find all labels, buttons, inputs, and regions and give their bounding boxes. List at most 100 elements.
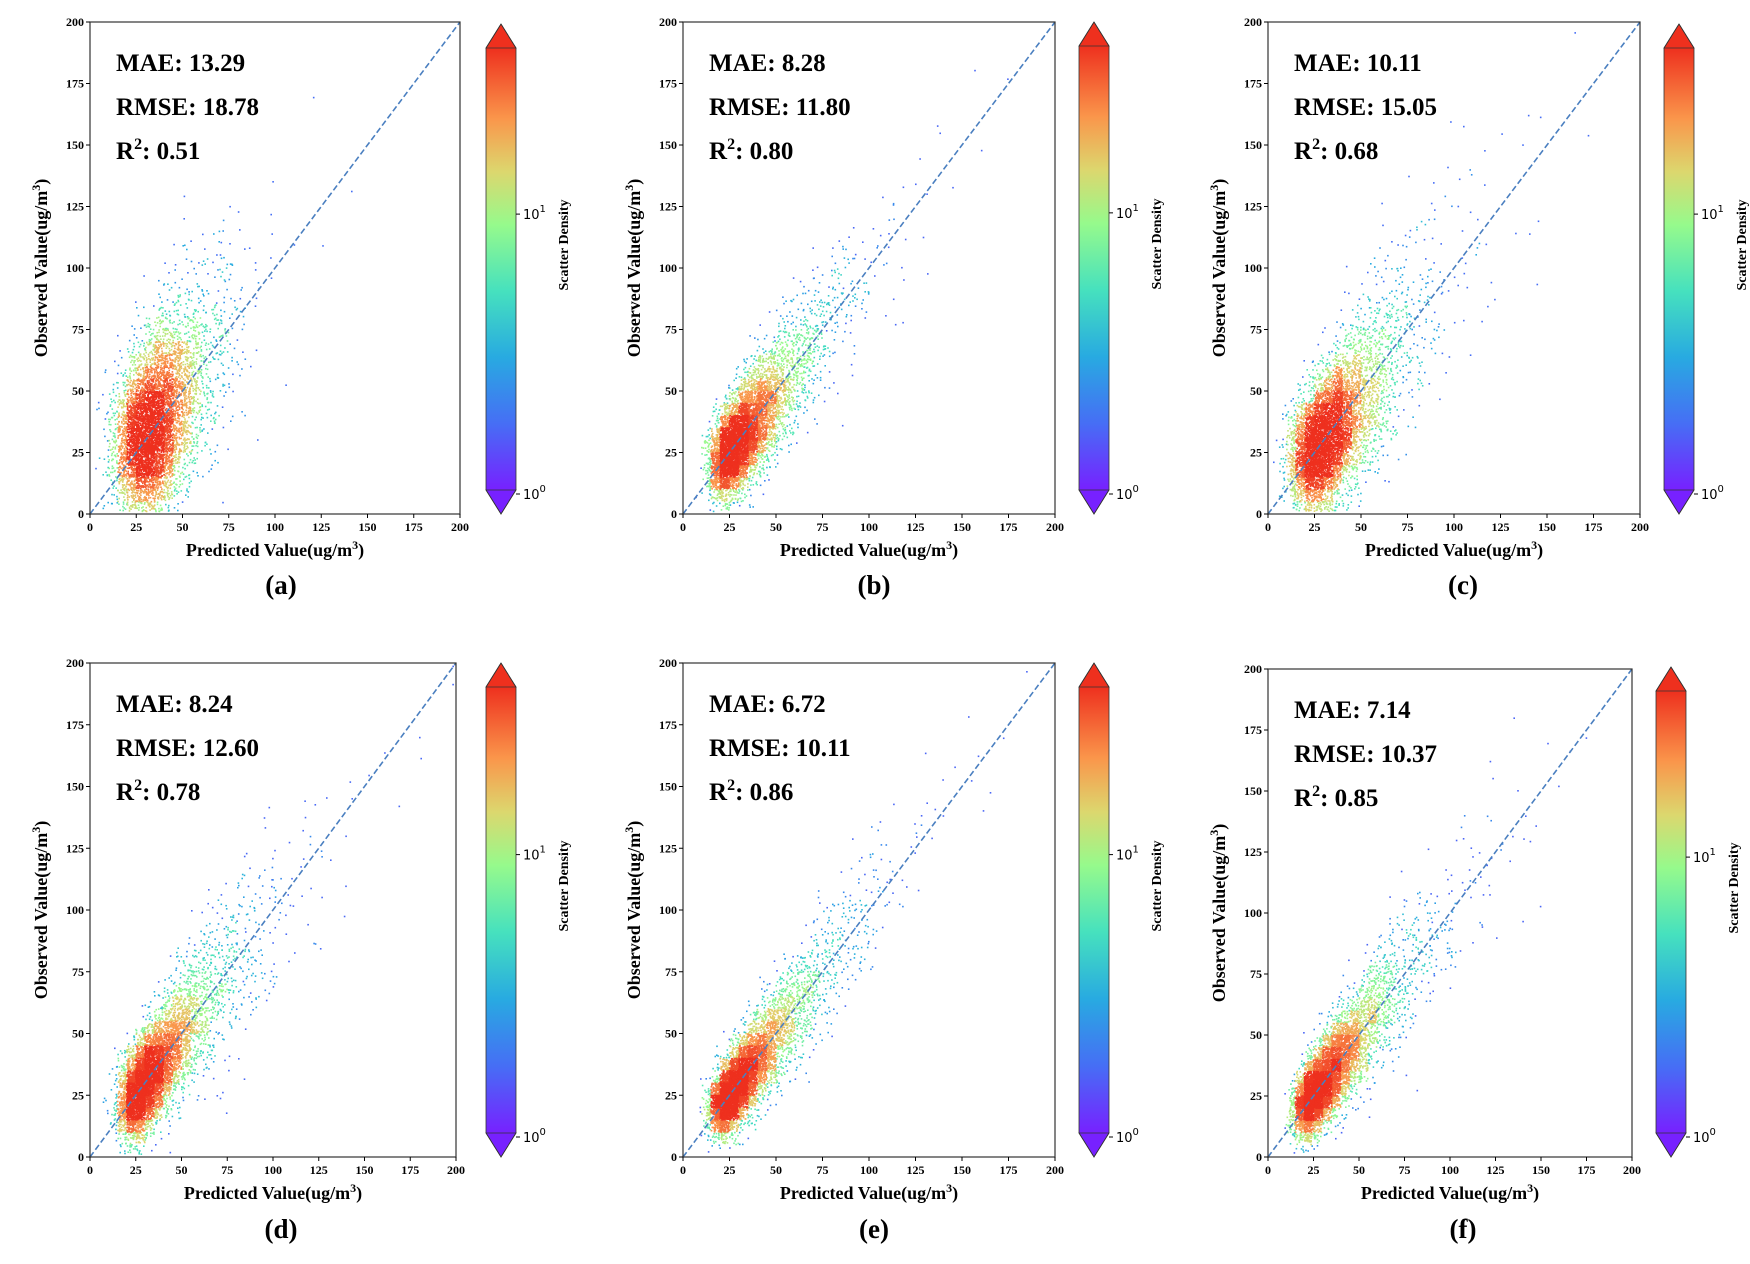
scatter-point <box>142 422 144 425</box>
scatter-point <box>107 449 110 451</box>
scatter-point <box>139 460 141 463</box>
scatter-point <box>139 412 141 415</box>
scatter-point <box>191 403 194 405</box>
scatter-point <box>122 445 124 448</box>
scatter-point <box>213 420 216 422</box>
scatter-point <box>191 410 193 412</box>
scatter-point <box>219 344 222 347</box>
scatter-point <box>126 398 129 400</box>
scatter-point <box>231 264 234 266</box>
scatter-point <box>192 390 195 392</box>
scatter-point <box>244 414 246 417</box>
scatter-point <box>124 473 127 476</box>
scatter-point <box>168 450 171 453</box>
scatter-point <box>165 461 167 464</box>
scatter-point <box>173 430 175 432</box>
scatter-point <box>205 348 208 351</box>
scatter-point <box>166 299 169 301</box>
scatter-point <box>116 418 118 420</box>
scatter-point <box>139 410 142 412</box>
scatter-point <box>166 379 168 381</box>
scatter-point <box>215 411 217 414</box>
scatter-point <box>137 462 139 465</box>
scatter-point <box>156 317 158 319</box>
scatter-point <box>174 427 177 430</box>
scatter-point <box>241 411 243 413</box>
scatter-point <box>197 475 199 477</box>
scatter-point <box>187 424 190 426</box>
scatter-point <box>158 320 161 322</box>
scatter-point <box>175 412 177 414</box>
scatter-point <box>214 358 216 360</box>
scatter-point <box>159 325 161 328</box>
scatter-point <box>225 267 228 269</box>
scatter-point <box>188 406 191 408</box>
scatter-point <box>190 397 193 400</box>
scatter-point <box>132 468 135 470</box>
scatter-point <box>173 507 176 509</box>
scatter-point <box>176 462 179 464</box>
scatter-point <box>137 351 140 354</box>
scatter-point <box>156 322 159 324</box>
scatter-point <box>110 398 112 400</box>
scatter-point <box>156 412 158 414</box>
scatter-point <box>162 465 165 467</box>
scatter-point <box>175 490 178 492</box>
scatter-point <box>174 383 177 386</box>
scatter-point <box>161 405 163 407</box>
scatter-point <box>179 480 181 482</box>
scatter-point <box>185 402 187 405</box>
scatter-point <box>163 497 166 499</box>
scatter-point <box>164 460 167 463</box>
scatter-point <box>180 427 182 430</box>
scatter-point <box>196 402 199 404</box>
scatter-point <box>192 387 194 390</box>
scatter-point <box>168 427 171 430</box>
scatter-point <box>110 471 112 474</box>
scatter-point <box>169 436 171 438</box>
scatter-point <box>195 352 198 354</box>
scatter-point <box>116 381 118 384</box>
scatter-point <box>153 484 155 487</box>
scatter-point <box>162 393 164 395</box>
scatter-point <box>171 468 174 471</box>
scatter-point <box>177 503 179 505</box>
scatter-point <box>131 351 134 354</box>
scatter-point <box>179 357 182 360</box>
scatter-point <box>174 451 177 453</box>
scatter-point <box>195 392 198 395</box>
scatter-point <box>130 385 133 387</box>
scatter-point <box>134 444 136 446</box>
scatter-point <box>130 394 133 397</box>
scatter-point <box>214 378 217 381</box>
scatter-point <box>119 509 121 511</box>
scatter-point <box>168 504 170 507</box>
scatter-point <box>164 421 167 424</box>
scatter-point <box>130 495 133 497</box>
scatter-point <box>172 327 175 330</box>
scatter-point <box>162 491 165 494</box>
scatter-point <box>351 190 353 193</box>
scatter-point <box>148 371 150 373</box>
scatter-point <box>117 382 119 384</box>
scatter-point <box>119 429 121 431</box>
scatter-point <box>178 364 181 367</box>
scatter-point <box>146 366 148 369</box>
scatter-point <box>178 436 180 439</box>
scatter-point <box>160 345 162 347</box>
scatter-point <box>175 440 178 442</box>
scatter-point <box>138 495 141 498</box>
scatter-point <box>169 382 171 384</box>
scatter-point <box>126 503 128 505</box>
scatter-point <box>141 485 144 488</box>
scatter-point <box>195 335 198 338</box>
scatter-point <box>171 322 174 324</box>
scatter-point <box>124 428 126 430</box>
scatter-point <box>188 409 191 412</box>
scatter-point <box>130 392 132 395</box>
scatter-point <box>172 439 174 441</box>
scatter-point <box>143 497 145 499</box>
scatter-point <box>159 493 161 495</box>
scatter-point <box>169 319 171 322</box>
scatter-point <box>220 362 223 365</box>
